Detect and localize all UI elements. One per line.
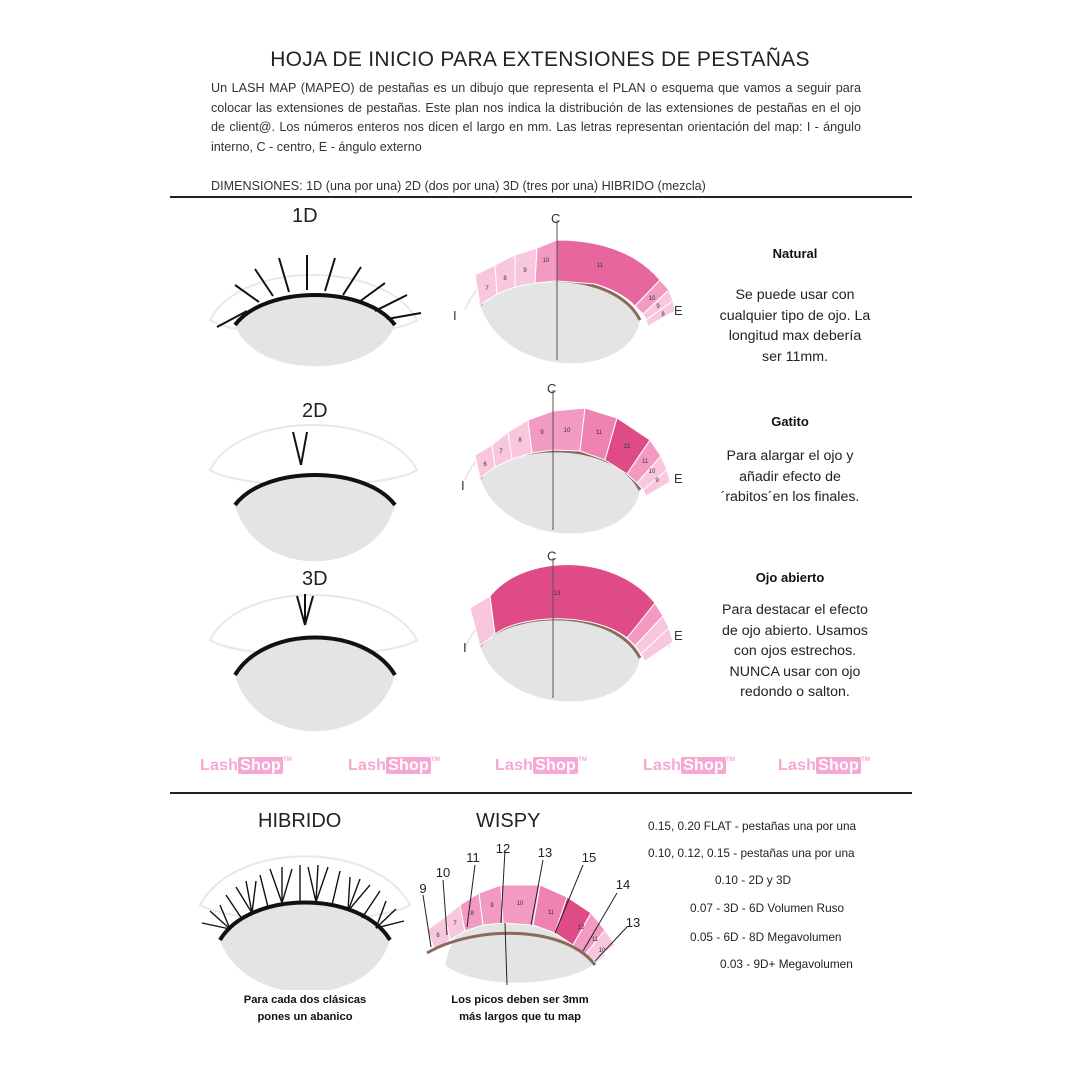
spec-line: 0.10, 0.12, 0.15 - pestañas una por una [648, 846, 855, 860]
peak-label: 15 [582, 850, 596, 865]
svg-text:7: 7 [499, 449, 503, 455]
style-desc-ojo-abierto: Para destacar el efecto de ojo abierto. U… [722, 602, 868, 700]
segment-label: 8 [470, 911, 474, 917]
style-desc-gatito: Para alargar el ojo y añadir efecto de ´ra… [720, 448, 860, 505]
map-center-label: C [547, 549, 556, 564]
map-outer-label: E [674, 471, 683, 486]
wispy-title: WISPY [476, 810, 541, 832]
spec-line: 0.05 - 6D - 8D Megavolumen [690, 930, 842, 944]
style-desc-natural: Se puede usar con cualquier tipo de ojo. … [719, 287, 871, 365]
hibrido-note: Para cada dos clásicas pones un abanico [243, 994, 367, 1023]
hibrido-title: HIBRIDO [258, 810, 342, 832]
segment-label: 9 [656, 304, 660, 310]
segment-label: 10 [517, 901, 524, 907]
segment-label: 10 [543, 258, 550, 264]
spec-line: 0.03 - 9D+ Megavolumen [720, 957, 853, 971]
segment-label: 13 [554, 591, 561, 597]
segment-label: 8 [503, 276, 507, 282]
map-outer-label: E [674, 628, 683, 643]
lash-map-1d: 7 8 9 10 11 10 9 8 C I E [453, 211, 683, 364]
lashshop-logo: Lash Shop TM [348, 757, 441, 774]
segment-label: 8 [661, 312, 665, 318]
eye-diagram-3d [208, 594, 419, 732]
dimension-label-3d: 3D [302, 568, 328, 590]
svg-text:9: 9 [655, 478, 659, 484]
peak-label: 14 [616, 877, 630, 892]
eye-diagram-2d [208, 424, 419, 562]
peak-label: 13 [626, 915, 640, 930]
lash-map-2d: 6 7 8 9 10 11 12 11 10 9 C I E [461, 381, 683, 534]
style-title-gatito: Gatito [771, 414, 809, 429]
map-center-label: C [547, 381, 556, 396]
segment-label: 7 [485, 286, 489, 292]
svg-text:11: 11 [596, 430, 603, 436]
spec-line: 0.07 - 3D - 6D Volumen Ruso [690, 901, 845, 915]
segment-label: 9 [490, 903, 494, 909]
svg-text:11: 11 [642, 459, 649, 465]
divider-top [170, 196, 912, 198]
lash-map-wispy: 6 7 8 9 10 11 12 11 10 9 10 11 12 13 15 … [419, 841, 640, 985]
map-inner-label: I [461, 478, 465, 493]
map-inner-label: I [453, 308, 457, 323]
lashshop-logo: Lash Shop TM [495, 757, 588, 774]
svg-text:10: 10 [564, 428, 571, 434]
segment-label: 6 [436, 933, 440, 939]
eye-diagram-1d [208, 255, 422, 367]
page-title: HOJA DE INICIO PARA EXTENSIONES DE PESTA… [270, 48, 810, 71]
peak-label: 10 [436, 865, 450, 880]
map-center-label: C [551, 211, 560, 226]
segment-label: 10 [599, 948, 606, 954]
svg-text:6: 6 [483, 462, 487, 468]
eye-diagram-hibrido [198, 855, 412, 990]
divider-bottom [170, 792, 912, 794]
style-title-natural: Natural [772, 246, 818, 261]
svg-text:12: 12 [624, 444, 631, 450]
spec-line: 0.15, 0.20 FLAT - pestañas una por una [648, 819, 857, 833]
segment-label: 11 [592, 937, 599, 943]
dimension-label-1d: 1D [292, 205, 318, 227]
lashshop-logo: Lash Shop TM [643, 757, 736, 774]
peak-label: 12 [496, 841, 510, 856]
segment-label: 7 [453, 921, 457, 927]
segment-label: 11 [597, 263, 604, 269]
dimension-label-2d: 2D [302, 400, 328, 422]
segment-label: 12 [578, 925, 585, 931]
segment-label: 10 [649, 296, 656, 302]
peak-label: 11 [466, 850, 480, 865]
dimensions-line: DIMENSIONES: 1D (una por una) 2D (dos po… [211, 179, 706, 193]
wispy-note: Los picos deben ser 3mm más largos que tu… [451, 994, 589, 1023]
svg-text:10: 10 [649, 469, 656, 475]
segment-label: 11 [548, 910, 555, 916]
intro-paragraph: Un LASH MAP (MAPEO) de pestañas es un di… [211, 81, 861, 154]
peak-label: 9 [419, 881, 426, 896]
lash-map-3d: 13 C I E [463, 549, 683, 702]
lashshop-logo: Lash Shop TM [200, 757, 293, 774]
segment-label: 9 [523, 268, 527, 274]
map-outer-label: E [674, 303, 683, 318]
lashshop-logo: Lash Shop TM [778, 757, 871, 774]
map-inner-label: I [463, 640, 467, 655]
spec-line: 0.10 - 2D y 3D [715, 873, 792, 887]
style-title-ojo-abierto: Ojo abierto [755, 570, 825, 585]
svg-text:8: 8 [518, 438, 522, 444]
peak-label: 13 [538, 845, 552, 860]
svg-text:9: 9 [540, 430, 544, 436]
